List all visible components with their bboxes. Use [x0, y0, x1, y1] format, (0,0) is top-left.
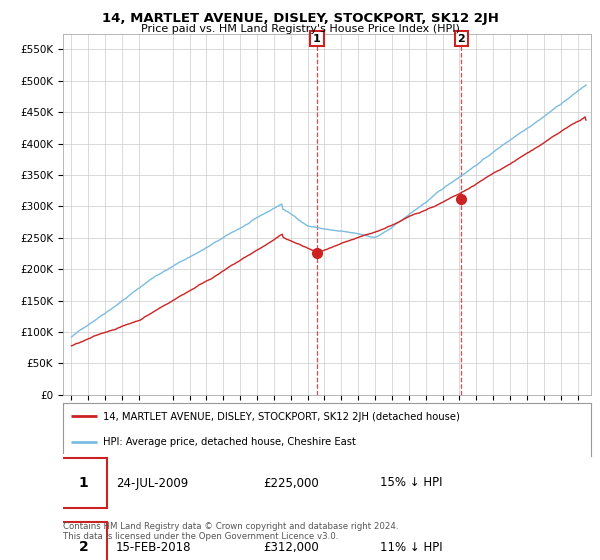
Text: Contains HM Land Registry data © Crown copyright and database right 2024.
This d: Contains HM Land Registry data © Crown c… [63, 522, 398, 542]
Text: Price paid vs. HM Land Registry's House Price Index (HPI): Price paid vs. HM Land Registry's House … [140, 24, 460, 34]
FancyBboxPatch shape [61, 458, 107, 508]
Text: 1: 1 [313, 34, 321, 44]
Text: £225,000: £225,000 [263, 477, 319, 489]
Text: 2: 2 [458, 34, 466, 44]
FancyBboxPatch shape [61, 522, 107, 560]
Text: 15-FEB-2018: 15-FEB-2018 [116, 541, 191, 554]
Text: 14, MARTLET AVENUE, DISLEY, STOCKPORT, SK12 2JH: 14, MARTLET AVENUE, DISLEY, STOCKPORT, S… [101, 12, 499, 25]
Text: HPI: Average price, detached house, Cheshire East: HPI: Average price, detached house, Ches… [103, 436, 355, 446]
Text: 24-JUL-2009: 24-JUL-2009 [116, 477, 188, 489]
Text: £312,000: £312,000 [263, 541, 319, 554]
Text: 2: 2 [79, 540, 88, 554]
Text: 1: 1 [79, 476, 88, 490]
Text: 14, MARTLET AVENUE, DISLEY, STOCKPORT, SK12 2JH (detached house): 14, MARTLET AVENUE, DISLEY, STOCKPORT, S… [103, 412, 460, 422]
Text: 11% ↓ HPI: 11% ↓ HPI [380, 541, 442, 554]
Text: 15% ↓ HPI: 15% ↓ HPI [380, 477, 442, 489]
